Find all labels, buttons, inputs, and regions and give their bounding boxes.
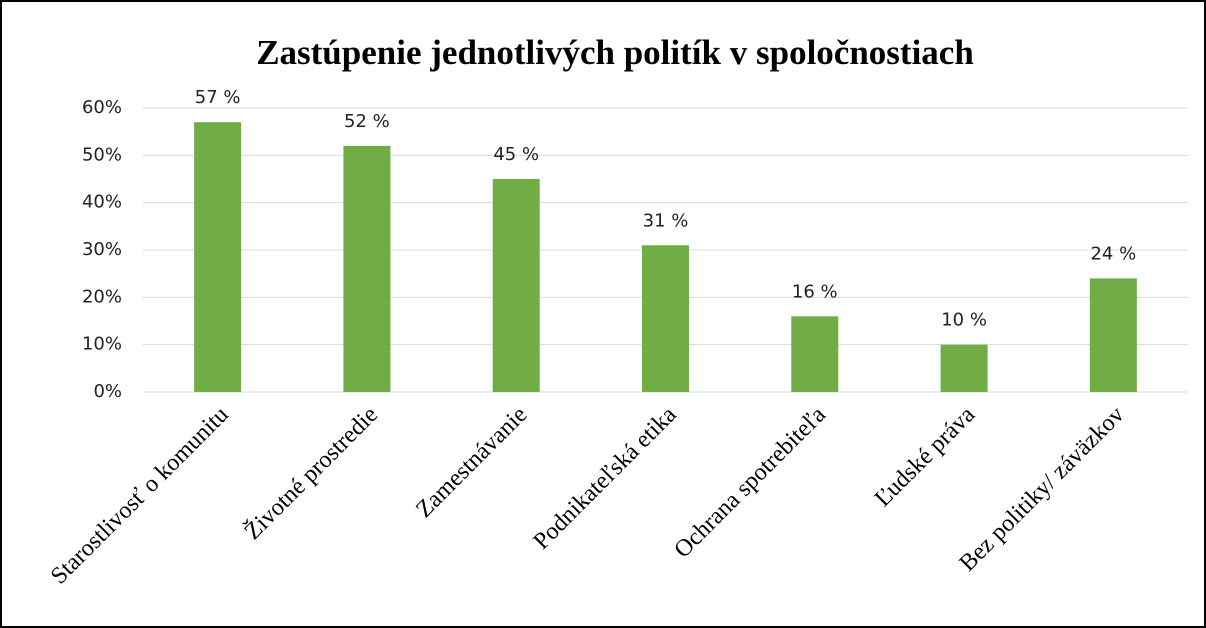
bar <box>940 344 988 392</box>
data-label: 10 % <box>941 310 987 331</box>
y-tick-label: 50% <box>82 144 122 165</box>
bar <box>791 316 839 392</box>
bar <box>1089 278 1137 392</box>
data-label: 31 % <box>643 210 689 231</box>
bar <box>642 245 689 392</box>
bar <box>194 122 242 392</box>
y-tick-label: 40% <box>82 192 122 213</box>
data-label: 52 % <box>344 111 390 132</box>
y-tick-label: 10% <box>82 334 122 355</box>
y-tick-label: 20% <box>82 286 122 307</box>
bar <box>343 145 391 392</box>
data-label: 24 % <box>1090 243 1136 264</box>
data-label: 45 % <box>493 144 539 165</box>
chart-title: Zastúpenie jednotlivých politík v spoloč… <box>256 33 974 72</box>
bar <box>492 179 540 392</box>
y-tick-label: 30% <box>82 239 122 260</box>
data-label: 57 % <box>195 87 241 108</box>
y-tick-label: 60% <box>82 97 122 118</box>
y-tick-label: 0% <box>93 381 122 402</box>
data-label: 16 % <box>792 281 838 302</box>
